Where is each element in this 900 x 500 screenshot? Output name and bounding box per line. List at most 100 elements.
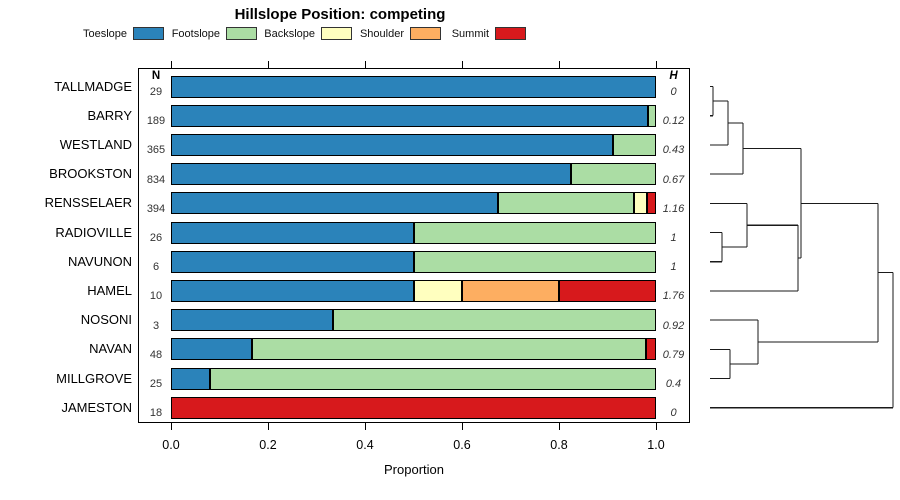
x-tick-label: 1.0 — [647, 438, 665, 452]
h-value: 0.67 — [662, 173, 685, 186]
bar-segment-backslope — [634, 192, 647, 215]
bar-row — [171, 75, 656, 98]
x-tick-label: 0.8 — [550, 438, 568, 452]
n-value: 834 — [146, 173, 166, 186]
n-value: 25 — [149, 378, 163, 390]
legend-label-footslope: Footslope — [171, 28, 220, 40]
h-value: 1.76 — [662, 290, 685, 303]
n-value: 365 — [146, 144, 166, 157]
plot-area — [138, 68, 690, 423]
bar-segment-summit — [647, 192, 656, 215]
x-tick — [171, 423, 172, 430]
n-value: 10 — [149, 290, 163, 303]
bar-segment-backslope — [414, 279, 462, 302]
bar-segment-footslope — [571, 163, 656, 186]
y-axis-label: JAMESTON — [61, 399, 132, 415]
bar-segment-summit — [646, 338, 656, 361]
x-tick-label: 0.6 — [453, 438, 471, 452]
y-axis-label: BROOKSTON — [49, 166, 132, 182]
bar-segment-summit — [171, 396, 656, 419]
bar-segment-toeslope — [171, 104, 648, 127]
bar-segment-footslope — [414, 221, 656, 244]
n-column-header: N — [151, 70, 161, 82]
n-value: 394 — [146, 202, 166, 215]
x-tick-top — [268, 61, 269, 68]
x-tick — [268, 423, 269, 430]
x-tick-label: 0.4 — [356, 438, 374, 452]
bar-segment-toeslope — [171, 309, 333, 332]
y-axis-label: NAVAN — [89, 341, 132, 357]
legend-label-summit: Summit — [451, 28, 489, 40]
bar-row — [171, 163, 656, 186]
bar-row — [171, 104, 656, 127]
bar-segment-toeslope — [171, 250, 414, 273]
bar-segment-footslope — [648, 104, 656, 127]
bar-row — [171, 133, 656, 156]
x-tick-top — [171, 61, 172, 68]
bar-segment-summit — [559, 279, 656, 302]
bar-row — [171, 338, 656, 361]
x-axis-title: Proportion — [384, 462, 444, 477]
n-value: 26 — [149, 232, 163, 244]
bar-segment-toeslope — [171, 338, 252, 361]
bar-row — [171, 221, 656, 244]
bar-row — [171, 396, 656, 419]
legend-swatch-footslope-icon — [226, 27, 257, 40]
legend-label-backslope: Backslope — [264, 28, 315, 40]
x-tick-top — [462, 61, 463, 68]
bar-segment-toeslope — [171, 192, 498, 215]
n-value: 18 — [149, 407, 163, 420]
h-value: 1.16 — [662, 202, 685, 215]
bar-row — [171, 279, 656, 302]
y-axis-label: RADIOVILLE — [55, 224, 132, 240]
y-axis-label: TALLMADGE — [54, 78, 132, 94]
bar-segment-toeslope — [171, 279, 414, 302]
y-axis-label: MILLGROVE — [56, 370, 132, 386]
n-value: 48 — [149, 348, 163, 361]
h-value: 0.12 — [662, 115, 685, 128]
bar-segment-footslope — [210, 367, 656, 390]
bar-row — [171, 250, 656, 273]
x-tick-top — [559, 61, 560, 68]
y-axis-label: RENSSELAER — [44, 195, 132, 211]
chart-title: Hillslope Position: competing — [234, 6, 446, 23]
y-axis-label: BARRY — [87, 107, 132, 123]
n-value: 6 — [152, 261, 160, 274]
x-tick — [559, 423, 560, 430]
bar-segment-footslope — [333, 309, 656, 332]
bar-row — [171, 367, 656, 390]
h-value: 0.43 — [662, 144, 685, 157]
y-axis-label: HAMEL — [87, 282, 132, 298]
h-value: 0.79 — [662, 348, 685, 361]
h-value: 0 — [670, 407, 677, 420]
y-axis-label: NAVUNON — [67, 253, 132, 269]
x-tick-top — [365, 61, 366, 68]
y-axis-label: WESTLAND — [59, 136, 132, 152]
n-value: 189 — [146, 115, 166, 128]
bar-segment-footslope — [613, 133, 656, 156]
bar-segment-footslope — [252, 338, 646, 361]
bar-row — [171, 309, 656, 332]
n-value: 3 — [152, 319, 160, 332]
bar-segment-toeslope — [171, 367, 210, 390]
bar-segment-footslope — [414, 250, 656, 273]
bar-segment-toeslope — [171, 221, 414, 244]
bar-segment-toeslope — [171, 163, 571, 186]
x-tick — [656, 423, 657, 430]
x-tick-top — [656, 61, 657, 68]
legend-swatch-backslope-icon — [321, 27, 352, 40]
bar-row — [171, 192, 656, 215]
legend-label-shoulder: Shoulder — [359, 28, 404, 40]
h-column-header: H — [669, 70, 678, 82]
h-value: 1 — [670, 232, 677, 244]
bar-segment-toeslope — [171, 75, 656, 98]
h-value: 0 — [670, 86, 677, 98]
x-tick-label: 0.2 — [259, 438, 277, 452]
x-tick — [462, 423, 463, 430]
legend-swatch-summit-icon — [495, 27, 526, 40]
legend-swatch-toeslope-icon — [133, 27, 164, 40]
x-tick — [365, 423, 366, 430]
y-axis-label: NOSONI — [80, 312, 132, 328]
h-value: 1 — [670, 261, 677, 274]
